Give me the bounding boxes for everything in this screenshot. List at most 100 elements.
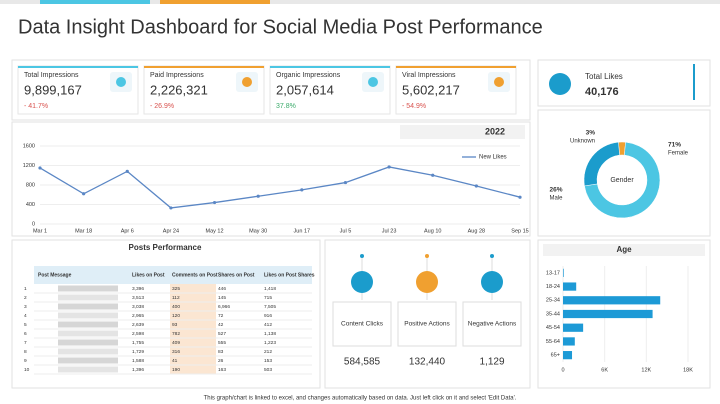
post-thumb	[58, 285, 118, 292]
table-cell: 1	[24, 286, 27, 292]
column-header: Likes on Post	[132, 272, 165, 278]
x-tick-label: 12K	[641, 367, 651, 373]
table-cell: 1,729	[132, 349, 144, 355]
bar	[563, 309, 653, 319]
donut-slice	[583, 141, 620, 187]
page-title: Data Insight Dashboard for Social Media …	[18, 16, 543, 38]
kpi-change: - 41.7%	[24, 103, 48, 110]
x-tick-label: 0	[561, 367, 564, 373]
footer: This graph/chart is linked to excel, and…	[204, 396, 517, 402]
donut-slice	[584, 141, 661, 219]
slice-label: Female	[668, 151, 689, 157]
kpi-label: Paid Impressions	[150, 72, 204, 79]
top-accent	[40, 0, 150, 4]
slice-value: 26%	[549, 187, 562, 194]
x-tick-label: Apr 6	[121, 228, 134, 234]
top-accent	[160, 0, 270, 4]
point	[387, 165, 391, 169]
table-cell: 400	[172, 304, 180, 310]
action-icon	[481, 271, 503, 293]
point	[82, 192, 86, 196]
table-header	[34, 266, 312, 284]
kpi-label: Viral Impressions	[402, 72, 456, 79]
table-cell: 325	[172, 286, 180, 292]
point	[169, 206, 173, 210]
title-box	[543, 244, 705, 256]
kpi-icon-dot	[368, 77, 378, 87]
kpi-change: - 54.9%	[402, 103, 426, 110]
table-cell: 715	[264, 295, 272, 301]
post-thumb	[58, 294, 118, 301]
table-cell: 190	[172, 367, 180, 373]
point	[474, 184, 478, 188]
kpi-accent	[396, 66, 516, 68]
bar	[563, 323, 584, 332]
column-header: Comments on Post	[172, 272, 218, 278]
y-tick-label: 1600	[23, 143, 35, 149]
x-tick-label: May 12	[206, 228, 224, 234]
likes-value: 40,176	[585, 86, 619, 98]
post-thumb	[58, 366, 118, 373]
y-tick-label: 1200	[23, 163, 35, 169]
column-header: Likes on Post Shares	[264, 272, 315, 278]
table-cell: 316	[172, 349, 180, 355]
table-cell: 72	[218, 313, 224, 319]
table-cell: 145	[218, 295, 226, 301]
table-cell: 6,966	[218, 304, 230, 310]
post-thumb	[58, 339, 118, 346]
table-cell: 2,639	[132, 322, 144, 328]
table-cell: 1,138	[264, 331, 276, 337]
table-cell: 6	[24, 331, 27, 337]
x-tick-label: 18K	[683, 367, 693, 373]
table-cell: 916	[264, 313, 272, 319]
point	[300, 188, 304, 192]
action-dot	[425, 254, 429, 258]
kpi-accent	[270, 66, 390, 68]
kpi-label: Organic Impressions	[276, 72, 341, 79]
table-cell: 1,588	[132, 358, 144, 364]
x-tick-label: Mar 1	[33, 228, 47, 234]
y-tick-label: 18-24	[546, 284, 560, 290]
y-tick-label: 25-34	[546, 298, 560, 304]
kpi-label: Total Impressions	[24, 72, 79, 79]
action-value: 584,585	[344, 357, 381, 368]
x-tick-label: Mar 18	[75, 228, 92, 234]
x-tick-label: May 30	[249, 228, 267, 234]
point	[212, 200, 217, 205]
y-tick-label: 35-44	[546, 311, 560, 317]
y-tick-label: 13-17	[546, 270, 560, 276]
table-cell: 153	[264, 358, 272, 364]
top-strip	[0, 0, 720, 4]
kpi-change: - 26.9%	[150, 103, 174, 110]
slice-value: 3%	[586, 130, 596, 137]
action-value: 1,129	[479, 357, 504, 368]
y-tick-label: 0	[32, 221, 35, 227]
table-cell: 3,396	[132, 286, 144, 292]
table-cell: 10	[24, 367, 30, 373]
bar	[563, 351, 573, 360]
kpi-accent	[18, 66, 138, 68]
y-tick-label: 65+	[551, 353, 560, 359]
kpi-value: 2,226,321	[150, 82, 208, 97]
table-cell: 503	[264, 367, 272, 373]
action-label: Content Clicks	[341, 321, 384, 328]
kpi-change: 37.8%	[276, 103, 296, 110]
table-cell: 3,038	[132, 304, 144, 310]
table-cell: 555	[218, 340, 226, 346]
y-tick-label: 800	[26, 182, 35, 188]
table-cell: 9	[24, 358, 27, 364]
bar	[563, 282, 577, 291]
table-cell: 163	[218, 367, 226, 373]
donut-hole	[598, 156, 646, 204]
table-cell: 8	[24, 349, 27, 355]
x-tick-label: Jun 17	[294, 228, 311, 234]
post-thumb	[58, 348, 118, 355]
line-panel	[11, 121, 531, 237]
table-cell: 5	[24, 322, 27, 328]
point	[431, 173, 435, 177]
post-thumb	[58, 321, 118, 328]
table-cell: 112	[172, 295, 180, 301]
action-label: Positive Actions	[404, 321, 450, 328]
table-cell: 26	[218, 358, 224, 364]
